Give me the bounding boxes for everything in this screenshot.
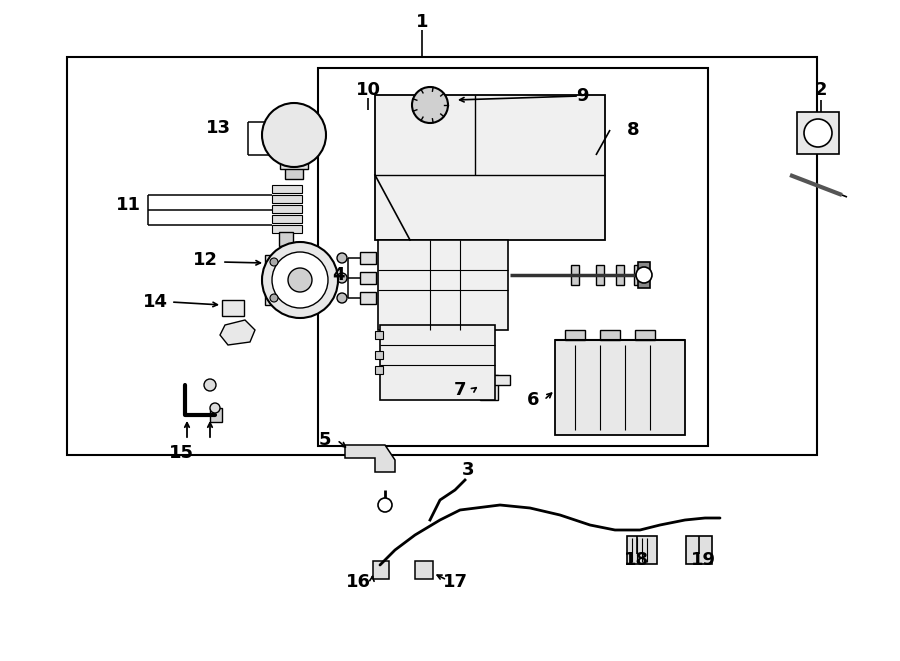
Text: 5: 5 xyxy=(319,431,331,449)
Text: 11: 11 xyxy=(115,196,140,214)
Circle shape xyxy=(210,403,220,413)
Bar xyxy=(634,265,642,285)
Bar xyxy=(222,300,244,316)
Text: 17: 17 xyxy=(443,573,467,591)
Bar xyxy=(616,265,624,285)
Bar xyxy=(797,112,839,154)
Circle shape xyxy=(412,87,448,123)
Circle shape xyxy=(262,242,338,318)
Bar xyxy=(375,351,383,359)
Bar xyxy=(480,375,498,400)
Bar xyxy=(360,292,376,304)
Circle shape xyxy=(337,253,347,263)
Bar xyxy=(480,375,510,385)
Circle shape xyxy=(272,252,328,308)
Circle shape xyxy=(270,258,278,266)
Bar xyxy=(375,366,383,374)
Text: 15: 15 xyxy=(168,444,194,462)
Text: 19: 19 xyxy=(690,551,716,569)
Text: 7: 7 xyxy=(454,381,466,399)
Bar xyxy=(375,331,383,339)
Bar xyxy=(627,536,657,564)
Text: 16: 16 xyxy=(346,573,371,591)
Bar xyxy=(360,252,376,264)
Text: 14: 14 xyxy=(142,293,167,311)
Bar xyxy=(210,408,222,422)
Bar xyxy=(378,240,508,330)
Bar xyxy=(565,330,585,340)
Bar xyxy=(600,330,620,340)
Text: 13: 13 xyxy=(205,119,230,137)
Text: 8: 8 xyxy=(626,121,639,139)
Circle shape xyxy=(804,119,832,147)
Circle shape xyxy=(288,268,312,292)
Text: 6: 6 xyxy=(526,391,539,409)
Text: 9: 9 xyxy=(576,87,589,105)
Bar xyxy=(415,561,433,579)
Bar xyxy=(272,215,302,223)
Circle shape xyxy=(378,498,392,512)
Bar xyxy=(67,57,817,455)
Bar xyxy=(272,185,302,193)
Text: 2: 2 xyxy=(814,81,827,99)
Bar xyxy=(635,330,655,340)
Bar xyxy=(280,155,308,169)
Circle shape xyxy=(262,103,326,167)
Bar xyxy=(285,167,303,179)
Bar xyxy=(265,255,283,305)
Text: 1: 1 xyxy=(416,13,428,31)
Circle shape xyxy=(337,273,347,283)
Bar xyxy=(272,225,302,233)
Circle shape xyxy=(204,379,216,391)
Bar xyxy=(318,68,708,446)
Bar xyxy=(272,205,302,213)
Circle shape xyxy=(270,294,278,302)
Text: 10: 10 xyxy=(356,81,381,99)
Circle shape xyxy=(636,267,652,283)
Bar xyxy=(555,340,685,435)
Text: 18: 18 xyxy=(625,551,650,569)
Bar xyxy=(373,561,389,579)
Polygon shape xyxy=(220,320,255,345)
Bar xyxy=(380,325,495,400)
Bar xyxy=(272,195,302,203)
Bar xyxy=(375,95,605,240)
Bar xyxy=(596,265,604,285)
Circle shape xyxy=(337,293,347,303)
Bar xyxy=(360,272,376,284)
Bar xyxy=(686,536,712,564)
Text: 4: 4 xyxy=(332,266,344,284)
Bar xyxy=(638,262,650,288)
Bar xyxy=(571,265,579,285)
Text: 12: 12 xyxy=(193,251,218,269)
Text: 3: 3 xyxy=(462,461,474,479)
Polygon shape xyxy=(345,445,395,472)
Bar xyxy=(279,232,293,246)
